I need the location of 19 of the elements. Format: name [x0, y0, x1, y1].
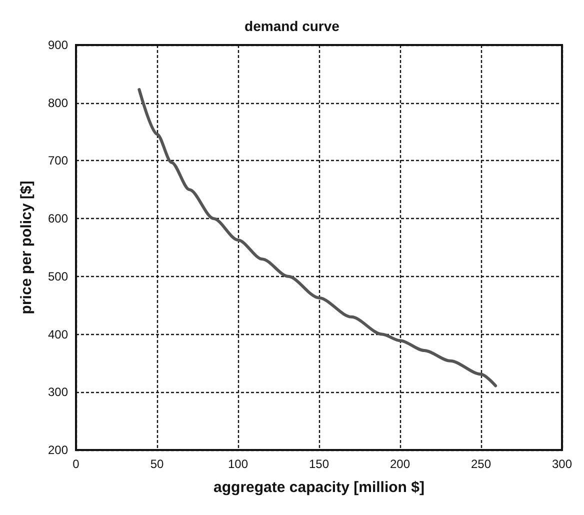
y-tick-label: 300 [48, 385, 68, 400]
y-tick-label: 400 [48, 327, 68, 342]
y-tick-label: 800 [48, 96, 68, 110]
y-tick-label: 700 [48, 154, 68, 168]
chart-title: demand curve [244, 18, 340, 34]
y-tick-label: 900 [48, 38, 68, 52]
y-tick-label: 200 [48, 443, 68, 457]
x-tick-label: 200 [390, 457, 410, 471]
x-tick-label: 150 [308, 457, 330, 471]
x-axis-title: aggregate capacity [million $] [214, 479, 424, 496]
y-axis-title: price per policy [$] [18, 180, 35, 314]
x-tick-label: 50 [150, 457, 164, 471]
x-tick-label: 0 [72, 457, 80, 471]
x-tick-label: 100 [228, 457, 248, 471]
x-tick-label: 250 [470, 457, 492, 471]
line-series [138, 88, 498, 388]
x-tick-label: 300 [552, 457, 572, 471]
y-tick-label: 500 [48, 269, 68, 284]
y-tick-label: 600 [48, 212, 68, 226]
